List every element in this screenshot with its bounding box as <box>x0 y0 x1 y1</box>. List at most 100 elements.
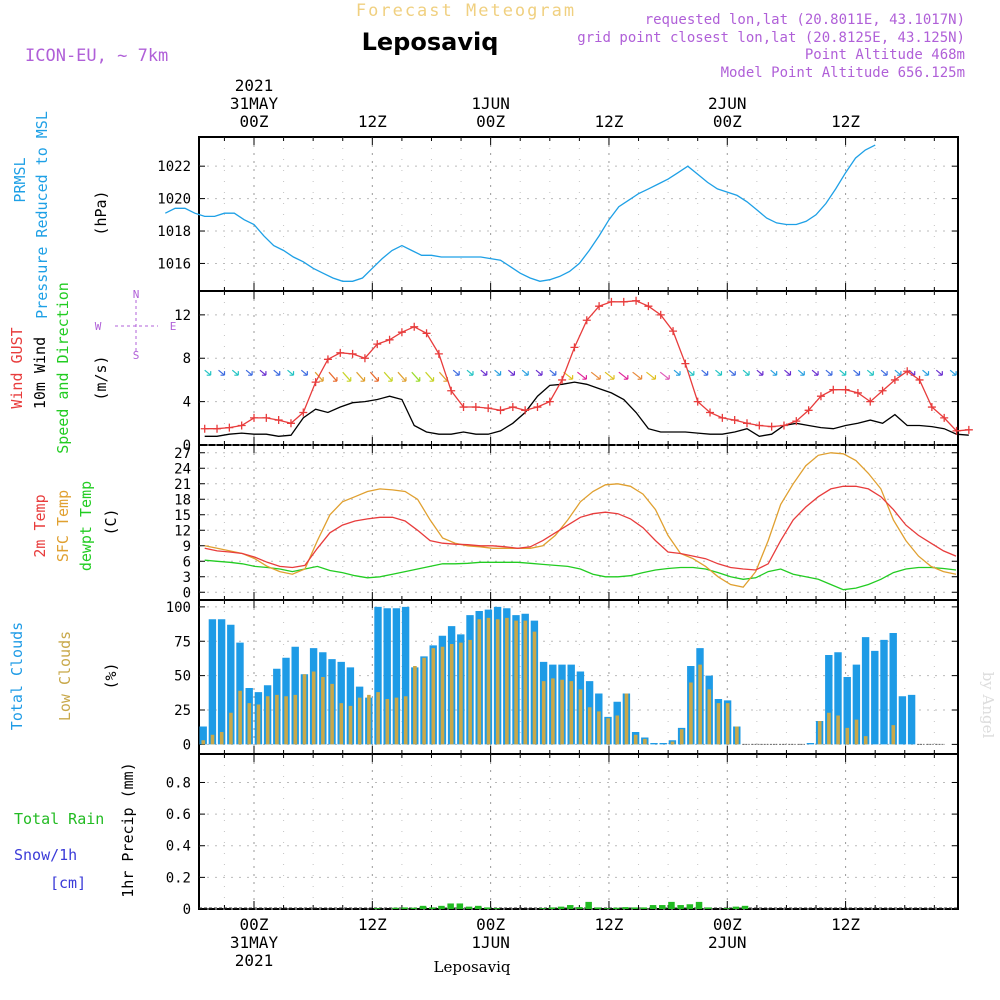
gust-marker <box>866 397 875 406</box>
gust-marker <box>545 397 554 406</box>
low-cloud-bar <box>541 681 546 745</box>
gust-marker <box>755 421 764 430</box>
wind-arrow <box>342 371 352 382</box>
total-cloud-bar <box>227 624 235 745</box>
low-cloud-bar <box>357 697 362 745</box>
low-cloud-bar <box>311 671 316 745</box>
total-cloud-bar <box>834 652 842 745</box>
compass-s: S <box>133 349 140 362</box>
gust-marker <box>434 349 443 358</box>
wind-arrow <box>646 371 657 380</box>
rain-bar <box>373 908 381 909</box>
gust-marker <box>262 413 271 422</box>
rain-bar <box>622 907 629 909</box>
wind-unit: (m/s) <box>92 355 110 400</box>
bottom-time-label: 00Z <box>476 915 505 934</box>
low-cloud-bar <box>238 690 242 745</box>
top-time-label: 12Z <box>595 112 624 131</box>
low-cloud-bar <box>891 725 896 745</box>
wind-arrow <box>853 369 861 376</box>
y-tick-label: 0 <box>183 737 191 753</box>
y-tick-label: 8 <box>183 351 191 367</box>
low-cloud-bar <box>422 657 426 745</box>
wind-arrow <box>300 369 308 376</box>
rain-bar <box>438 905 445 909</box>
bottom-time-label: 00Z <box>240 915 269 934</box>
top-time-label: 2021 <box>235 76 274 95</box>
low-cloud-bar <box>735 726 739 745</box>
gust-marker <box>286 419 295 428</box>
gust-marker <box>952 426 961 435</box>
wind-arrow <box>797 369 805 376</box>
low-cloud-bar <box>284 696 288 745</box>
gust-marker <box>792 417 801 426</box>
total-cloud-bar <box>659 743 667 745</box>
wind-arrow <box>811 369 819 376</box>
total-cloud-bar <box>806 743 815 745</box>
rain-bar <box>741 905 749 909</box>
y-tick-label: 9 <box>183 539 191 555</box>
low-cloud-bar <box>293 694 298 745</box>
compass-e: E <box>170 320 177 333</box>
gust-marker <box>447 386 456 395</box>
wind-arrow <box>218 369 226 376</box>
rain-bar <box>392 907 399 909</box>
wind-dir-label: Speed and Direction <box>54 282 72 454</box>
low-cloud-bar <box>827 712 831 745</box>
wind-arrow <box>949 369 957 376</box>
pressure-unit: (hPa) <box>92 190 110 235</box>
total-cloud-bar <box>907 694 916 745</box>
total-cloud-bar <box>861 637 870 745</box>
total-cloud-bar <box>880 639 888 745</box>
dewpt-label: dewpt Temp <box>77 481 95 571</box>
rain-bar <box>401 907 408 909</box>
low-cloud-bar <box>468 639 472 745</box>
low-cloud-bar <box>523 620 528 745</box>
rain-bar <box>447 903 454 909</box>
rain-bar <box>410 907 418 909</box>
low-cloud-bar <box>569 681 574 745</box>
low-cloud-bar <box>615 715 620 745</box>
low-cloud-bar <box>367 694 371 745</box>
grid-lines <box>199 137 958 910</box>
wind-arrow <box>618 371 629 380</box>
gust-marker <box>767 422 776 431</box>
sfc-temp-line <box>204 452 957 588</box>
gust-marker <box>693 397 702 406</box>
rain-bar <box>603 908 611 909</box>
gust-marker <box>706 408 715 417</box>
temp-2m-line <box>204 485 957 571</box>
low-cloud-bar <box>587 707 592 745</box>
gust-marker <box>915 375 924 384</box>
gust-marker <box>964 425 973 434</box>
rain-bar <box>585 901 592 909</box>
gust-marker <box>903 367 912 376</box>
y-tick-label: 1022 <box>157 159 191 175</box>
total-cloud-bar <box>898 696 907 745</box>
gust-marker <box>582 316 591 325</box>
low-cloud-bar <box>229 712 233 745</box>
compass-w: W <box>95 320 102 333</box>
bottom-time-label: 2JUN <box>708 933 747 952</box>
wind-arrow <box>231 369 239 376</box>
top-time-label: 00Z <box>713 112 742 131</box>
y-tick-label: 24 <box>174 461 191 477</box>
wind-arrow <box>259 369 267 376</box>
low-cloud-bar <box>394 697 399 745</box>
gust-marker <box>804 406 813 415</box>
top-time-label: 00Z <box>240 112 269 131</box>
y-tick-label: 12 <box>174 308 191 324</box>
wind-arrow <box>521 369 529 376</box>
total-cloud-bar <box>383 608 391 745</box>
total-clouds-label: Total Clouds <box>8 622 26 730</box>
low-cloud-bar <box>449 644 454 745</box>
y-tick-label: 0.8 <box>166 775 191 791</box>
gust-marker <box>558 375 567 384</box>
y-tick-label: 4 <box>183 395 191 411</box>
rain-bar <box>732 906 740 909</box>
y-tick-label: 0 <box>183 438 191 454</box>
total-cloud-bar <box>843 677 851 745</box>
gust-marker <box>348 349 357 358</box>
rain-bar <box>631 907 638 909</box>
panel-frames <box>198 136 959 910</box>
